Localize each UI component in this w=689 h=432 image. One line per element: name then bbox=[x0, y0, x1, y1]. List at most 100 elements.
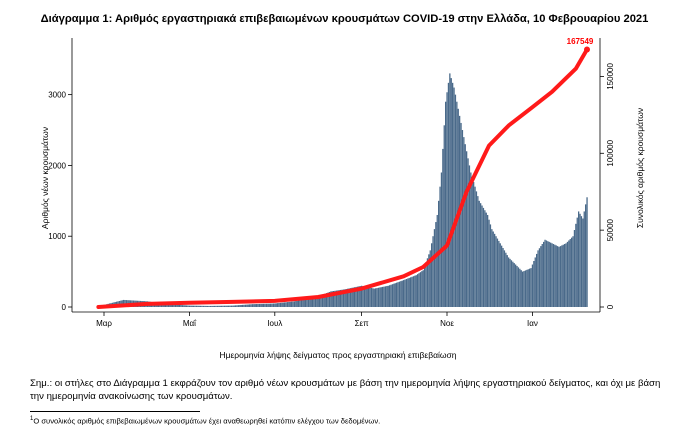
bar bbox=[187, 305, 189, 307]
bar bbox=[578, 211, 580, 307]
bar bbox=[243, 304, 245, 307]
bar bbox=[492, 231, 494, 307]
bar bbox=[520, 270, 522, 307]
bar bbox=[300, 299, 303, 307]
bar bbox=[484, 210, 486, 307]
chart-title: Διάγραμμα 1: Αριθμός εργαστηριακά επιβεβ… bbox=[40, 13, 649, 25]
bar bbox=[338, 290, 340, 307]
bar bbox=[529, 268, 531, 307]
bar bbox=[468, 165, 471, 307]
bar bbox=[319, 295, 321, 307]
bar bbox=[209, 305, 212, 307]
bar bbox=[183, 305, 185, 307]
bar bbox=[345, 289, 347, 307]
bar bbox=[503, 250, 506, 307]
bar bbox=[348, 288, 350, 307]
bar bbox=[386, 286, 388, 307]
bar bbox=[467, 158, 469, 307]
bar bbox=[344, 289, 346, 307]
bar bbox=[513, 263, 515, 307]
bar bbox=[361, 285, 363, 307]
bar bbox=[562, 244, 564, 307]
bar bbox=[516, 265, 518, 307]
bar bbox=[377, 287, 380, 307]
bar bbox=[405, 278, 408, 307]
bar bbox=[485, 212, 487, 307]
bar bbox=[442, 148, 444, 307]
bar bbox=[495, 236, 497, 307]
bar bbox=[327, 292, 329, 307]
y-axis-label-left: Αριθμός νέων κρουσμάτων bbox=[40, 127, 50, 229]
bar bbox=[296, 300, 298, 307]
bar bbox=[212, 305, 214, 307]
bar bbox=[170, 304, 172, 307]
footnote-marker: 1 bbox=[30, 416, 34, 422]
bar bbox=[453, 87, 455, 307]
bar bbox=[555, 245, 557, 307]
bar bbox=[258, 303, 261, 307]
bar bbox=[261, 303, 263, 307]
bar bbox=[418, 273, 420, 307]
bar bbox=[253, 304, 255, 307]
cumulative-line bbox=[96, 47, 589, 309]
bar bbox=[526, 269, 528, 307]
bar bbox=[195, 305, 198, 307]
bar bbox=[330, 291, 332, 307]
bar bbox=[548, 241, 550, 307]
bar bbox=[474, 186, 476, 307]
bar bbox=[288, 301, 290, 307]
bar bbox=[323, 294, 325, 307]
bar bbox=[422, 270, 424, 307]
bar bbox=[428, 254, 430, 307]
bar bbox=[299, 300, 301, 307]
bar bbox=[204, 305, 206, 307]
bar bbox=[403, 280, 405, 307]
bar bbox=[506, 255, 508, 307]
bar bbox=[481, 205, 483, 307]
bar bbox=[461, 130, 464, 307]
bar bbox=[179, 304, 181, 307]
bar bbox=[456, 101, 458, 307]
bar bbox=[181, 305, 184, 307]
y-tick-label-left: 1000 bbox=[48, 232, 66, 241]
bar bbox=[393, 283, 395, 307]
bar bbox=[264, 303, 266, 307]
bar bbox=[218, 305, 220, 307]
bar bbox=[572, 236, 574, 307]
bar bbox=[265, 303, 268, 307]
bar bbox=[176, 304, 178, 307]
bar bbox=[523, 271, 525, 307]
bar bbox=[278, 303, 280, 307]
bar bbox=[390, 284, 392, 307]
y-tick-label-right: 50000 bbox=[606, 218, 615, 241]
bar bbox=[221, 305, 223, 307]
bar bbox=[333, 291, 335, 307]
bar bbox=[312, 297, 314, 307]
bar bbox=[207, 305, 209, 307]
bar bbox=[527, 269, 529, 307]
bar bbox=[544, 239, 546, 307]
bar bbox=[284, 302, 286, 307]
x-tick-label: Ιουλ bbox=[267, 319, 282, 328]
bar bbox=[431, 243, 433, 307]
bar bbox=[208, 305, 210, 307]
bar bbox=[337, 290, 339, 307]
bar bbox=[351, 287, 353, 307]
bar bbox=[449, 73, 451, 307]
bar bbox=[582, 218, 584, 307]
bar bbox=[302, 299, 304, 307]
bar bbox=[239, 305, 241, 307]
bar bbox=[410, 277, 412, 307]
bar bbox=[554, 244, 556, 307]
bar bbox=[425, 262, 427, 307]
bar bbox=[426, 258, 429, 307]
bar bbox=[573, 230, 576, 307]
bar bbox=[246, 304, 248, 307]
bar bbox=[498, 240, 500, 307]
bar bbox=[215, 305, 217, 307]
bar bbox=[433, 229, 436, 307]
bar bbox=[292, 301, 294, 307]
bar bbox=[475, 191, 478, 307]
bar bbox=[489, 224, 492, 307]
y-axis-label-right: Συνολικός αριθμός κρουσμάτων bbox=[635, 108, 645, 228]
